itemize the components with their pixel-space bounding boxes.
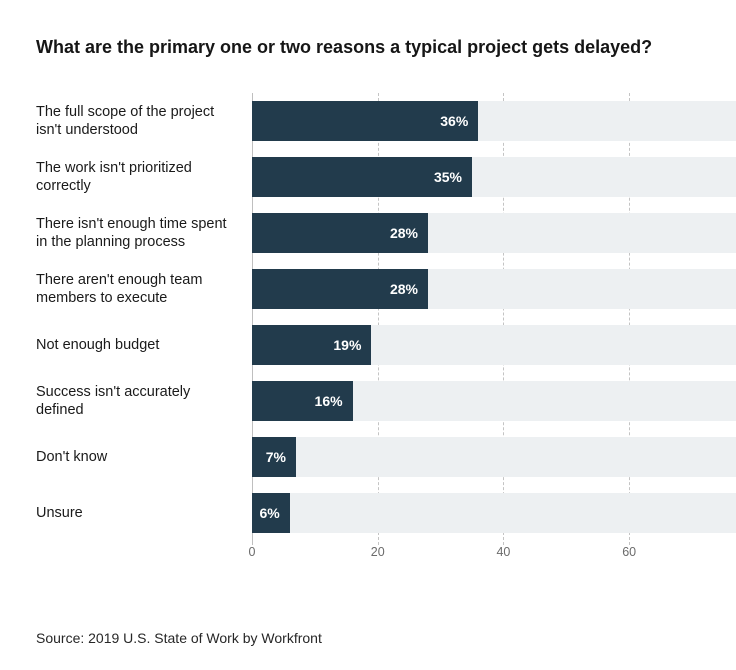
bar-row: 6% <box>252 485 736 541</box>
bar-value-label: 28% <box>390 225 418 241</box>
y-label: Success isn't accurately defined <box>36 373 240 429</box>
y-label: The work isn't prioritized correctly <box>36 149 240 205</box>
plot-area: 36% 35% 28% 28% 19% 16% 7% 6% <box>252 93 736 545</box>
bar-row: 36% <box>252 93 736 149</box>
y-label: The full scope of the project isn't unde… <box>36 93 240 149</box>
source-text: Source: 2019 U.S. State of Work by Workf… <box>36 630 322 646</box>
bar-row: 35% <box>252 149 736 205</box>
chart-container: What are the primary one or two reasons … <box>0 0 736 670</box>
bar-value-label: 28% <box>390 281 418 297</box>
bar: 36% <box>252 101 478 141</box>
bar-value-label: 36% <box>440 113 468 129</box>
bar: 28% <box>252 269 428 309</box>
bar: 35% <box>252 157 472 197</box>
bar-value-label: 6% <box>259 505 279 521</box>
x-tick: 40 <box>496 545 510 559</box>
bar-track <box>252 437 736 477</box>
bar-row: 28% <box>252 205 736 261</box>
bar-value-label: 35% <box>434 169 462 185</box>
chart-title: What are the primary one or two reasons … <box>36 36 736 59</box>
bar-value-label: 7% <box>266 449 286 465</box>
bar: 28% <box>252 213 428 253</box>
bar: 7% <box>252 437 296 477</box>
bar: 19% <box>252 325 371 365</box>
x-axis: 0 20 40 60 <box>252 545 736 569</box>
bar-value-label: 19% <box>333 337 361 353</box>
bar-row: 28% <box>252 261 736 317</box>
bar-value-label: 16% <box>315 393 343 409</box>
y-label: There isn't enough time spent in the pla… <box>36 205 240 261</box>
bar-chart: 36% 35% 28% 28% 19% 16% 7% 6% 0 20 40 60 The full … <box>36 93 736 605</box>
y-label: Don't know <box>36 429 240 485</box>
bar-row: 16% <box>252 373 736 429</box>
y-label: Unsure <box>36 485 240 541</box>
y-label: Not enough budget <box>36 317 240 373</box>
bar-row: 7% <box>252 429 736 485</box>
y-label: There aren't enough team members to exec… <box>36 261 240 317</box>
x-tick: 20 <box>371 545 385 559</box>
bar: 16% <box>252 381 353 421</box>
x-tick: 0 <box>249 545 256 559</box>
bar: 6% <box>252 493 290 533</box>
x-tick: 60 <box>622 545 636 559</box>
bar-row: 19% <box>252 317 736 373</box>
bar-track <box>252 493 736 533</box>
